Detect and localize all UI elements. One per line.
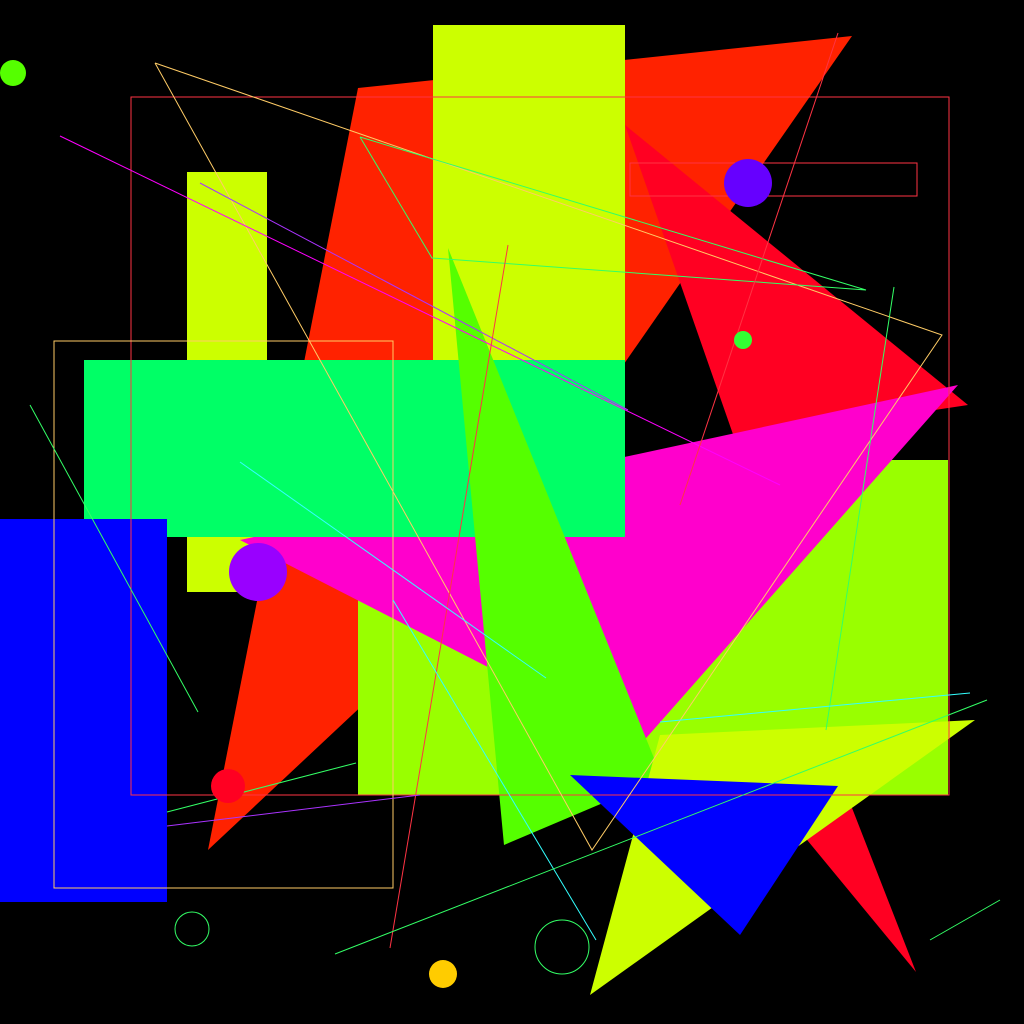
green-line-bottom-long — [334, 699, 988, 955]
cyan-line-center — [239, 461, 547, 679]
green-dot-top-left — [0, 60, 26, 86]
red-outline-rect-large — [130, 96, 950, 796]
violet-line — [199, 182, 629, 411]
red-dot — [211, 769, 245, 803]
cyan-line-lower — [392, 599, 597, 941]
red-line-diagonal — [679, 32, 839, 506]
amber-outline-triangle — [154, 62, 943, 851]
green-outline-circle-small — [174, 911, 210, 947]
violet-dot — [724, 159, 772, 207]
amber-dot — [429, 960, 457, 988]
red-outline-rect-thin — [629, 162, 918, 197]
blue-triangle-bottom — [570, 775, 838, 935]
blue-rect-left — [0, 519, 167, 902]
green-outline-triangle — [359, 136, 867, 291]
green-line-right-vertical — [825, 286, 895, 731]
cyan-line-right — [659, 692, 971, 723]
green-outline-circle — [534, 919, 590, 975]
violet-line-lower-left — [166, 794, 421, 827]
green-line-bottom-right — [929, 899, 1001, 941]
magenta-triangle — [240, 385, 958, 745]
purple-dot — [229, 543, 287, 601]
magenta-line — [59, 135, 781, 486]
green-sliver-triangle — [448, 248, 662, 845]
green-line-lower-left — [166, 762, 357, 813]
red-line-vertical — [389, 244, 509, 949]
green-line-left — [29, 404, 199, 713]
amber-outline-rect-left — [53, 340, 394, 889]
green-dot-small — [734, 331, 752, 349]
